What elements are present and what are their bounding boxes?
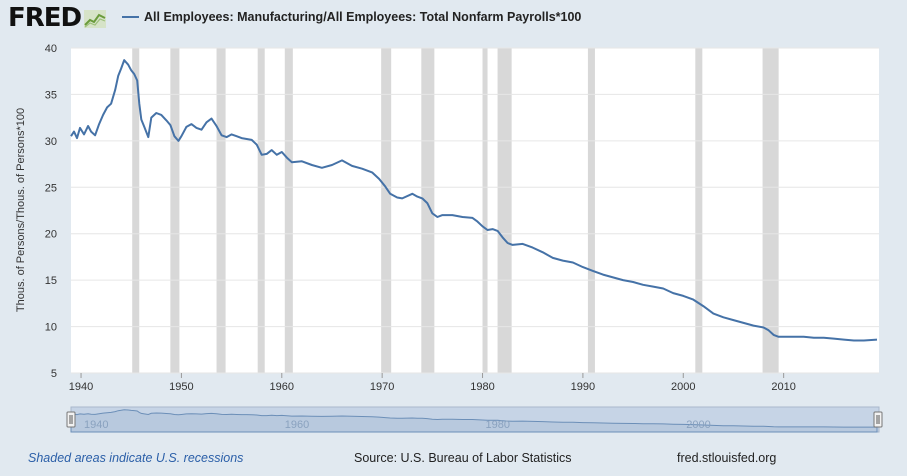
gridlines [71,47,879,374]
recession-band [587,48,595,373]
x-tick-label: 1950 [169,381,193,393]
source-text: Source: U.S. Bureau of Labor Statistics [354,451,572,465]
y-tick-label: 30 [45,136,57,148]
chart-line-icon [84,10,107,28]
recession-band [170,48,180,373]
recession-band [762,48,779,373]
recession-band [216,48,226,373]
x-tick-label: 2000 [671,381,695,393]
recession-note-link[interactable]: Shaded areas indicate U.S. recessions [28,451,244,465]
recession-band [381,48,392,373]
x-tick-label: 1980 [470,381,494,393]
fred-logo[interactable]: FRED [8,3,107,33]
navigator-tick-label: 1980 [486,419,510,431]
x-tick-label: 1990 [571,381,595,393]
chart-header: FRED All Employees: Manufacturing/All Em… [0,0,907,38]
line-chart[interactable]: 5 10 15 20 25 30 35 40 1940 1950 1960 1970 1980 1990… [0,38,907,400]
recession-band [482,48,488,373]
series-line[interactable] [70,59,878,342]
navigator-series-area [70,409,878,433]
navigator-handle-right[interactable] [873,411,883,428]
recession-band [421,48,435,373]
navigator-ticks: 1940 1960 1980 2000 [84,419,711,431]
recession-bands [132,48,779,373]
navigator-tick-label: 2000 [686,419,710,431]
navigator-tick-label: 1960 [285,419,309,431]
x-tick-label: 1970 [370,381,394,393]
recession-band [695,48,703,373]
recession-band [497,48,512,373]
y-tick-label: 10 [45,322,57,334]
recession-band [284,48,293,373]
recession-band [257,48,265,373]
x-tick-label: 1940 [69,381,93,393]
y-tick-label: 35 [45,89,57,101]
y-axis-ticks: 5 10 15 20 25 30 35 40 [45,43,57,380]
y-tick-label: 15 [45,275,57,287]
recession-band [132,48,140,373]
y-tick-label: 25 [45,182,57,194]
x-tick-label: 1960 [270,381,294,393]
navigator-tick-label: 1940 [84,419,108,431]
plot-area [71,48,879,373]
x-tick-label: 2010 [771,381,795,393]
navigator[interactable]: 1940 1960 1980 2000 [0,405,907,441]
x-axis-ticks: 1940 1950 1960 1970 1980 1990 2000 2010 [69,373,796,393]
y-tick-label: 5 [51,368,57,380]
chart-legend[interactable]: All Employees: Manufacturing/All Employe… [122,10,581,24]
legend-swatch [122,16,139,18]
site-link[interactable]: fred.stlouisfed.org [677,451,777,465]
logo-text: FRED [8,3,82,33]
y-tick-label: 40 [45,43,57,55]
y-tick-label: 20 [45,229,57,241]
y-axis-label: Thous. of Persons/Thous. of Persons*100 [15,108,27,312]
navigator-handle-left[interactable] [66,411,76,428]
legend-label: All Employees: Manufacturing/All Employe… [144,10,582,24]
